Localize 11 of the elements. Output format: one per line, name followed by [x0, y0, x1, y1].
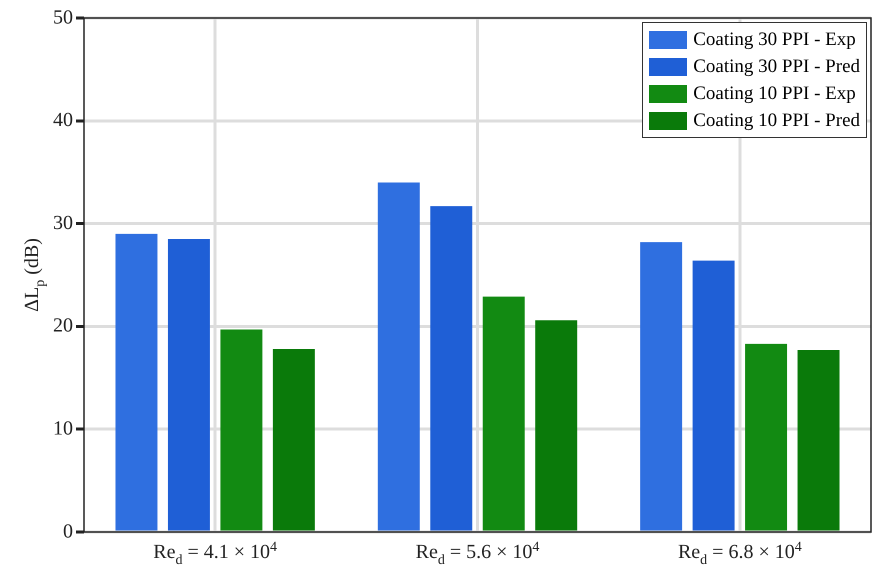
y-tick-label: 20 — [53, 314, 73, 337]
legend-label: Coating 10 PPI - Pred — [693, 110, 860, 132]
legend-label: Coating 10 PPI - Exp — [693, 82, 856, 104]
y-tick-label: 0 — [63, 520, 73, 542]
legend-label: Coating 30 PPI - Exp — [693, 28, 856, 50]
y-tick-label: 40 — [53, 109, 73, 132]
y-tick-label: 10 — [53, 417, 73, 440]
y-axis-title: ΔLp (dB) — [21, 238, 48, 312]
y-tick-label: 50 — [53, 6, 73, 28]
legend-label: Coating 30 PPI - Pred — [693, 56, 860, 78]
y-tick-label: 30 — [53, 212, 73, 234]
